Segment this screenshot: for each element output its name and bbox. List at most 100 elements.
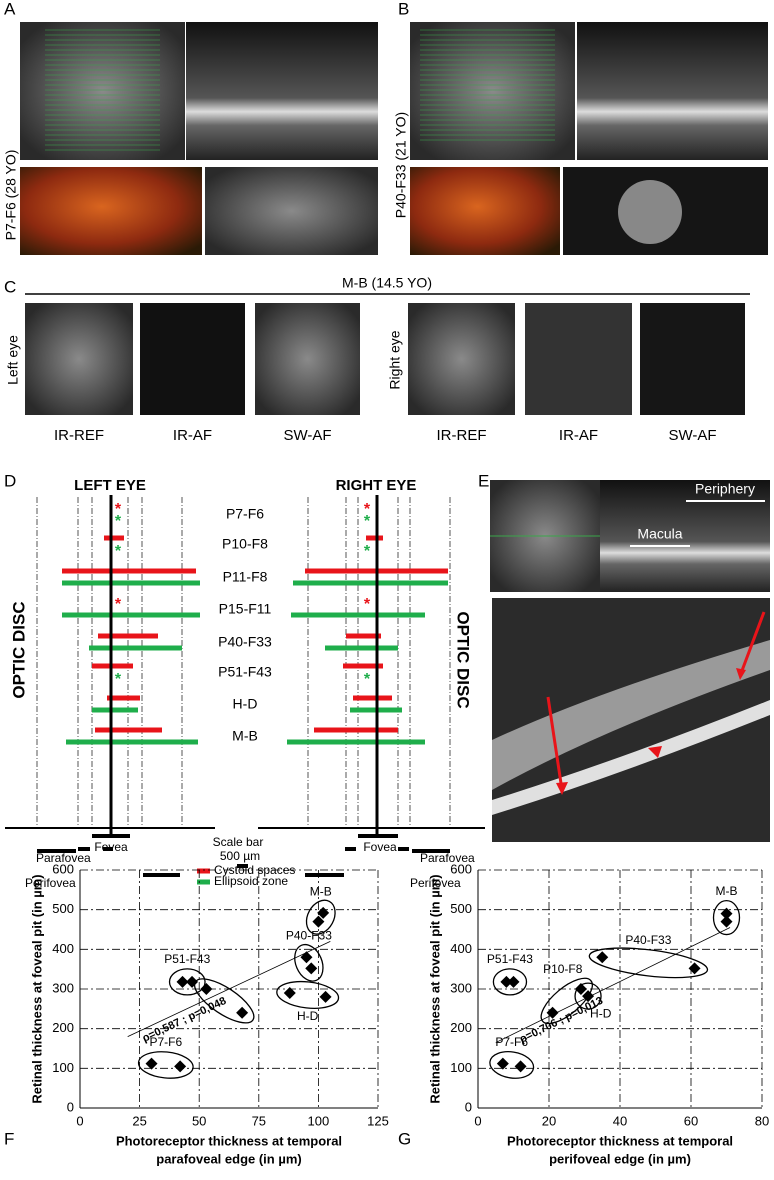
zone-label: Parafovea [36, 851, 91, 865]
group-label: P40-F33 [625, 933, 671, 947]
image-label: IR-REF [437, 427, 487, 444]
y-tick-label: 100 [450, 1060, 472, 1075]
data-point [174, 1060, 187, 1073]
diagram: P7-F6 P10-F8 P11-F8 P15-F11 P40-F33 P51-F43 H-… [5, 495, 485, 888]
x-tick-label: 50 [192, 1113, 206, 1128]
group-outline [489, 1051, 535, 1079]
absent-star: * [115, 513, 122, 530]
patient-label: P7-F6 [226, 506, 264, 522]
oct-image [600, 480, 770, 592]
zone-label: Perifovea [410, 876, 461, 890]
group-label: P10-F8 [543, 962, 583, 976]
fundus-image [410, 167, 560, 255]
x-tick-label: 0 [76, 1113, 83, 1128]
x-axis-title: Photoreceptor thickness at temporal [507, 1133, 733, 1148]
ir-image [20, 22, 185, 160]
data-point [500, 975, 513, 988]
x-tick-label: 40 [613, 1113, 627, 1128]
y-tick-label: 0 [465, 1099, 472, 1114]
data-point [176, 975, 189, 988]
region-label: Macula [637, 526, 682, 542]
group-outline [712, 899, 741, 936]
group-label: P7-F6 [495, 1035, 528, 1049]
group-label: P40-F33 [286, 928, 332, 942]
panel-letter: G [398, 1129, 411, 1148]
x-tick-label: 125 [367, 1113, 389, 1128]
image-label: IR-REF [54, 427, 104, 444]
group-outline [276, 980, 340, 1009]
absent-star: * [115, 543, 122, 560]
group-label: M-B [716, 884, 738, 898]
x-tick-label: 20 [542, 1113, 556, 1128]
y-tick-label: 300 [450, 980, 472, 995]
group-label: P51-F43 [164, 952, 210, 966]
image-label: SW-AF [668, 427, 716, 444]
data-point [312, 915, 325, 928]
y-axis-title: Retinal thickness at foveal pit (in µm) [29, 874, 44, 1103]
zone-label: Perifovea [25, 876, 76, 890]
group-outline [193, 978, 255, 1024]
x-tick-label: 60 [684, 1113, 698, 1128]
data-point [720, 915, 733, 928]
scan-lines [420, 29, 555, 141]
af-image [205, 167, 378, 255]
eye-header: LEFT EYE [74, 477, 146, 494]
eye-image [140, 303, 245, 415]
subject-label: M-B (14.5 YO) [342, 275, 432, 291]
subject-label: P7-F6 (28 YO) [3, 150, 19, 241]
data-point [300, 951, 313, 964]
data-point [514, 1060, 527, 1073]
eye-label: Left eye [5, 335, 21, 385]
data-point [546, 1006, 559, 1019]
x-tick-label: 75 [252, 1113, 266, 1128]
data-point [305, 962, 318, 975]
image-label: SW-AF [283, 427, 331, 444]
data-point [720, 907, 733, 920]
absent-star: * [364, 671, 371, 688]
scale-label: Scale bar [213, 835, 264, 849]
region-label: Periphery [695, 481, 755, 497]
group-outline [168, 968, 206, 996]
patient-label: P51-F43 [218, 664, 272, 680]
y-tick-label: 600 [52, 861, 74, 876]
data-point [200, 983, 213, 995]
x-axis-title: Photoreceptor thickness at temporal [116, 1133, 342, 1148]
y-tick-label: 500 [450, 901, 472, 916]
patient-label: P15-F11 [219, 601, 272, 617]
panel-letter: F [4, 1129, 14, 1148]
data-point [596, 951, 609, 964]
absent-star: * [115, 596, 122, 613]
zone-label: Fovea [363, 840, 397, 854]
trend-line [495, 927, 731, 1043]
eye-header: RIGHT EYE [336, 477, 417, 494]
patient-label: P40-F33 [218, 634, 272, 650]
panel-letter: C [4, 277, 16, 296]
patient-label: P10-F8 [222, 536, 268, 552]
ir-image [410, 22, 575, 160]
absent-star: * [115, 501, 122, 518]
oct-image [186, 22, 378, 160]
group-outline [588, 947, 709, 979]
data-point [319, 990, 332, 1003]
data-point [283, 986, 296, 999]
absent-star: * [364, 513, 371, 530]
group-outline [492, 968, 528, 996]
legend-label: Ellipsoid zone [214, 874, 288, 888]
af-spot [618, 180, 682, 244]
subject-label: P40-F33 (21 YO) [393, 112, 409, 218]
data-point [688, 962, 701, 975]
data-point [145, 1057, 158, 1070]
x-axis-title: perifoveal edge (in µm) [549, 1151, 691, 1166]
y-tick-label: 100 [52, 1060, 74, 1075]
absent-star: * [115, 671, 122, 688]
image-row: IR-REF IR-AF SW-AF IR-REF IR-AF SW-AF [25, 303, 745, 444]
y-tick-label: 300 [52, 980, 74, 995]
panel-letter: A [4, 0, 16, 18]
y-tick-label: 200 [450, 1020, 472, 1035]
data-point [317, 906, 330, 919]
y-tick-label: 400 [52, 941, 74, 956]
y-axis-title: Retinal thickness at foveal pit (in µm) [427, 874, 442, 1103]
scan-lines [45, 29, 160, 151]
eye-label: Right eye [387, 330, 403, 389]
x-tick-label: 0 [474, 1113, 481, 1128]
